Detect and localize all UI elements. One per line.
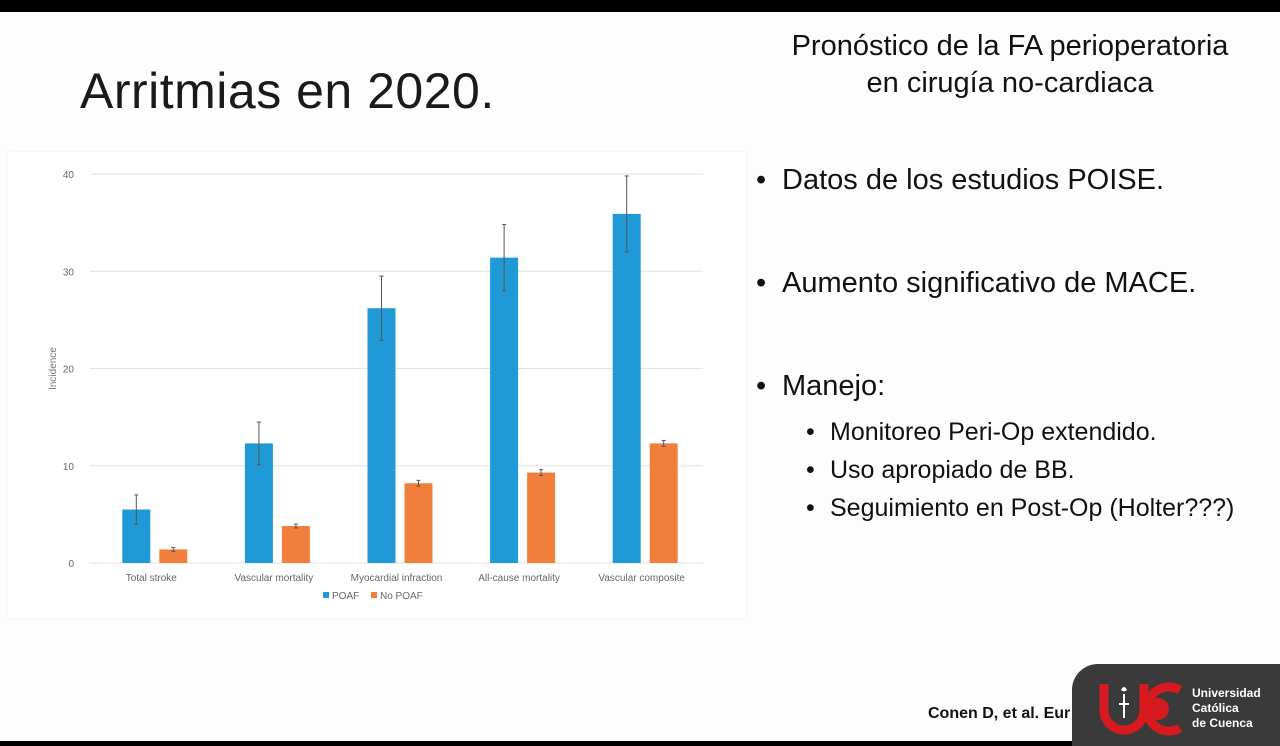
bullet-dot: • bbox=[806, 418, 815, 446]
bullet-dot: • bbox=[756, 164, 767, 196]
bar-chart: 0 10 20 30 40 Incidence Total stroke Vascular m… bbox=[48, 170, 703, 602]
x-tick-label: Vascular composite bbox=[598, 573, 685, 584]
y-tick-label: 10 bbox=[63, 462, 75, 473]
sub-bullet-item: • Monitoreo Peri-Op extendido. bbox=[806, 418, 1157, 447]
chart-card: 0 10 20 30 40 Incidence Total stroke Vascular m… bbox=[8, 152, 746, 618]
citation: Conen D, et al. Eur bbox=[928, 705, 1071, 722]
slide: Arritmias en 2020. Pronóstico de la FA p… bbox=[0, 12, 1280, 741]
sub-bullet-item: • Uso apropiado de BB. bbox=[806, 456, 1075, 485]
university-name-line-3: de Cuenca bbox=[1192, 716, 1253, 730]
bullet-text: Datos de los estudios POISE. bbox=[782, 164, 1165, 196]
bullet-dot: • bbox=[806, 494, 815, 522]
university-name-line-2: Católica bbox=[1192, 701, 1239, 715]
legend-swatch bbox=[371, 592, 377, 598]
bullet-text: Aumento significativo de MACE. bbox=[782, 267, 1197, 299]
bullet-item: • Manejo: bbox=[756, 370, 885, 403]
bar-poaf bbox=[367, 308, 396, 563]
uc-torch-logo-icon bbox=[1099, 682, 1183, 736]
x-tick-label: Myocardial infraction bbox=[351, 573, 443, 584]
university-name-line-1: Universidad bbox=[1192, 686, 1261, 700]
y-axis-label: Incidence bbox=[48, 347, 59, 390]
heading-line-1: Pronóstico de la FA perioperatoria bbox=[791, 30, 1229, 62]
bullet-item: • Datos de los estudios POISE. bbox=[756, 164, 1164, 197]
bar-no-poaf bbox=[281, 526, 310, 563]
bullet-dot: • bbox=[756, 370, 767, 402]
bar-no-poaf bbox=[649, 443, 678, 563]
bar-poaf bbox=[490, 257, 519, 563]
bar-no-poaf bbox=[159, 549, 188, 563]
x-tick-label: Total stroke bbox=[126, 573, 178, 584]
bar-poaf bbox=[612, 213, 641, 563]
bar-no-poaf bbox=[404, 483, 433, 563]
sub-bullet-text: Monitoreo Peri-Op extendido. bbox=[830, 418, 1157, 446]
sub-bullet-item: • Seguimiento en Post-Op (Holter???) bbox=[806, 494, 1234, 523]
y-tick-label: 0 bbox=[68, 559, 74, 570]
bullet-dot: • bbox=[756, 267, 767, 299]
legend-label: No POAF bbox=[380, 591, 423, 602]
y-tick-label: 40 bbox=[63, 170, 75, 181]
legend-swatch bbox=[323, 592, 329, 598]
legend-label: POAF bbox=[332, 591, 359, 602]
right-heading: Pronóstico de la FA perioperatoria en ci… bbox=[740, 28, 1280, 102]
x-tick-label: All-cause mortality bbox=[478, 573, 560, 584]
bullet-dot: • bbox=[806, 456, 815, 484]
bullet-text: Manejo: bbox=[782, 370, 886, 402]
sub-bullet-text: Uso apropiado de BB. bbox=[830, 456, 1075, 484]
x-tick-label: Vascular mortality bbox=[235, 573, 314, 584]
university-name: Universidad Católica de Cuenca bbox=[1192, 686, 1261, 731]
y-tick-label: 30 bbox=[63, 267, 75, 278]
bar-no-poaf bbox=[527, 472, 556, 563]
heading-line-2: en cirugía no-cardiaca bbox=[866, 67, 1154, 99]
university-logo-panel: Universidad Católica de Cuenca bbox=[1072, 664, 1280, 746]
slide-title: Arritmias en 2020. bbox=[80, 63, 495, 119]
sub-bullet-text: Seguimiento en Post-Op (Holter???) bbox=[830, 494, 1235, 522]
y-tick-label: 20 bbox=[63, 365, 75, 376]
bullet-item: • Aumento significativo de MACE. bbox=[756, 267, 1196, 300]
